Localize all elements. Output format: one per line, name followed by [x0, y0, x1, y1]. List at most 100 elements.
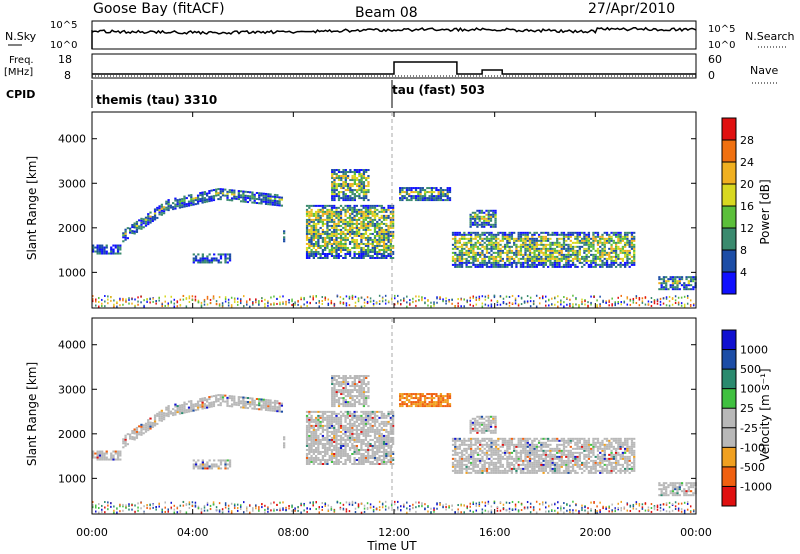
velocity-cell [330, 416, 334, 419]
power-cell [273, 197, 277, 200]
velocity-cell [283, 438, 286, 441]
power-cell [446, 195, 449, 198]
power-cell [560, 299, 562, 302]
power-cell [387, 216, 390, 219]
velocity-cell [362, 440, 365, 443]
velocity-cell [312, 436, 315, 439]
power-cell [553, 255, 557, 258]
power-cell [505, 295, 508, 298]
power-cell [201, 191, 204, 194]
power-cell [650, 301, 653, 304]
power-cell [454, 237, 457, 240]
power-cell [369, 254, 372, 257]
power-cell [305, 234, 309, 237]
power-cell [119, 304, 121, 307]
power-cell [170, 300, 173, 303]
velocity-cell [326, 426, 329, 429]
power-cell [517, 261, 520, 264]
power-cell [391, 220, 395, 223]
power-cell [481, 233, 484, 236]
power-cell [537, 255, 541, 258]
power-cell [291, 298, 293, 301]
power-cell [337, 228, 340, 231]
power-cell [328, 248, 331, 251]
power-cell [565, 257, 568, 260]
power-cell [305, 236, 309, 239]
power-cell [312, 224, 315, 227]
power-cell [490, 265, 493, 268]
power-cell [125, 300, 127, 303]
velocity-cell [371, 416, 374, 419]
power-cell [369, 210, 372, 213]
power-cell [436, 297, 438, 300]
velocity-cell [317, 442, 320, 445]
power-cell [387, 214, 390, 217]
velocity-cell [399, 397, 402, 400]
power-cell [194, 255, 198, 258]
velocity-cell [335, 440, 338, 443]
power-cell [544, 235, 548, 238]
velocity-cell [346, 401, 350, 404]
velocity-cell [335, 454, 338, 457]
power-cell [360, 187, 363, 190]
velocity-cell [185, 403, 188, 406]
power-cell [584, 303, 586, 306]
power-cell [342, 206, 345, 209]
power-cell [178, 198, 182, 201]
power-cell [362, 199, 366, 202]
power-cell [522, 263, 525, 266]
power-cell [144, 224, 148, 227]
power-cell [551, 249, 554, 252]
power-cell [469, 213, 472, 216]
power-cell [501, 265, 504, 268]
velocity-cell [382, 416, 386, 419]
velocity-cell [333, 446, 336, 449]
power-cell [508, 231, 511, 234]
power-cell [533, 237, 536, 240]
velocity-cell [165, 414, 168, 417]
power-cell [621, 245, 625, 248]
power-cell [385, 222, 388, 225]
power-cell [508, 241, 511, 244]
velocity-cell [219, 459, 223, 462]
power-cell [267, 199, 270, 202]
power-cell [409, 303, 411, 306]
power-cell [249, 199, 252, 202]
power-cell [510, 263, 514, 266]
power-cell [683, 295, 686, 298]
power-cell [385, 228, 388, 231]
velocity-cell [328, 416, 331, 419]
power-cell [567, 231, 570, 234]
power-cell [410, 187, 413, 190]
power-cell [385, 224, 388, 227]
velocity-cell [183, 411, 186, 414]
power-cell [335, 187, 338, 190]
power-cell [314, 252, 318, 255]
power-cell [358, 195, 361, 198]
velocity-cell [305, 444, 309, 447]
velocity-cell [149, 417, 152, 420]
power-cell [178, 202, 182, 205]
velocity-cell [387, 460, 390, 463]
velocity-cell [249, 405, 252, 408]
velocity-cell [351, 438, 354, 441]
power-cell [590, 249, 593, 252]
power-cell [382, 238, 386, 241]
power-cell [506, 239, 509, 242]
velocity-cell [228, 405, 231, 408]
power-cell [578, 253, 581, 256]
velocity-cell [278, 406, 281, 409]
power-cell [360, 222, 363, 225]
power-cell [599, 237, 602, 240]
power-cell [667, 288, 670, 291]
power-cell [567, 243, 570, 246]
velocity-cell [187, 406, 191, 409]
power-cell [531, 243, 534, 246]
velocity-cell [246, 407, 250, 410]
power-cell [469, 217, 472, 220]
power-cell [116, 252, 120, 255]
velocity-cell [105, 452, 108, 455]
velocity-cell [153, 416, 157, 419]
power-cell [135, 224, 139, 227]
power-cell [540, 241, 543, 244]
